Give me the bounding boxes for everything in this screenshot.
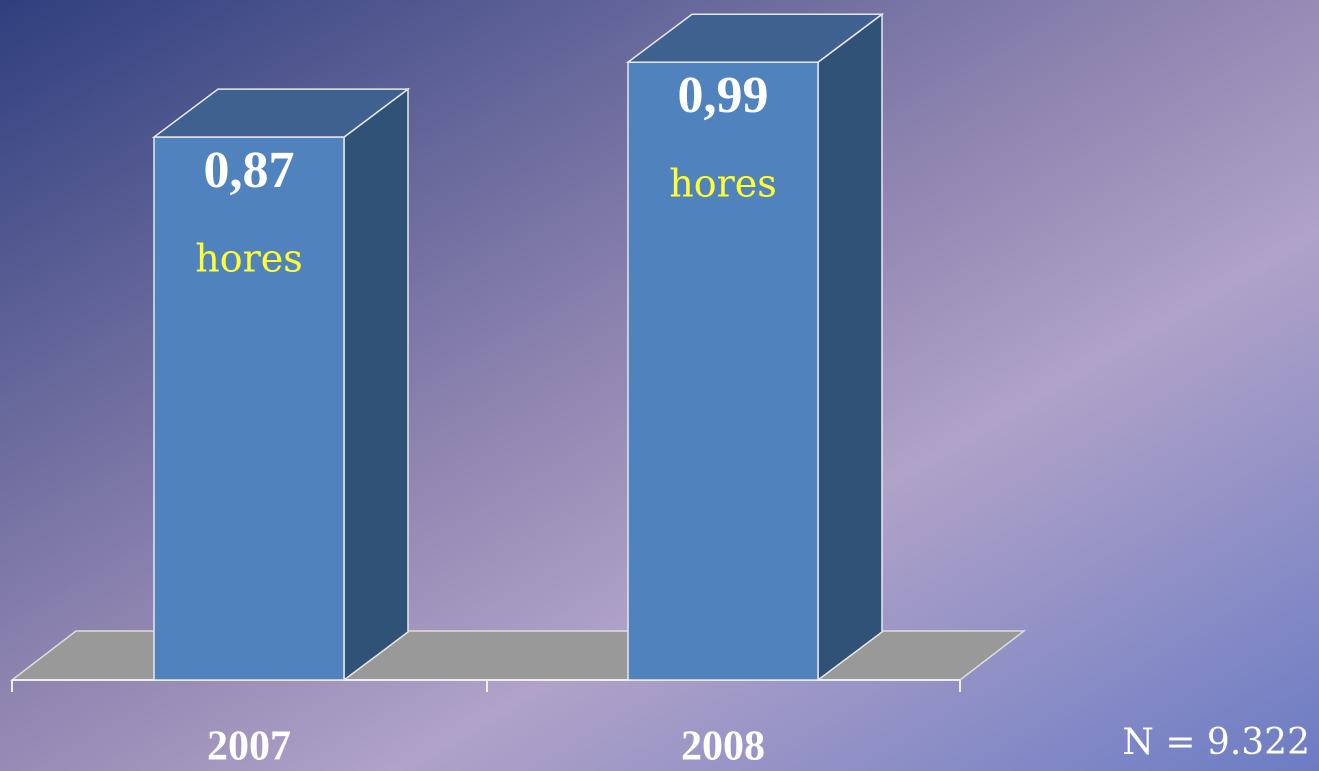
bar — [153, 136, 345, 681]
annotation: N = 9.322 — [1122, 722, 1310, 763]
value-label: 0,87 — [204, 142, 295, 199]
bar-side — [817, 12, 883, 682]
x-tick-label: 2007 — [207, 724, 291, 770]
unit-label: hores — [195, 237, 303, 281]
value-label: 0,99 — [678, 67, 769, 124]
unit-label: hores — [669, 162, 777, 206]
bar-side — [343, 87, 409, 682]
bar — [627, 61, 819, 681]
x-tick-label: 2008 — [681, 724, 765, 770]
